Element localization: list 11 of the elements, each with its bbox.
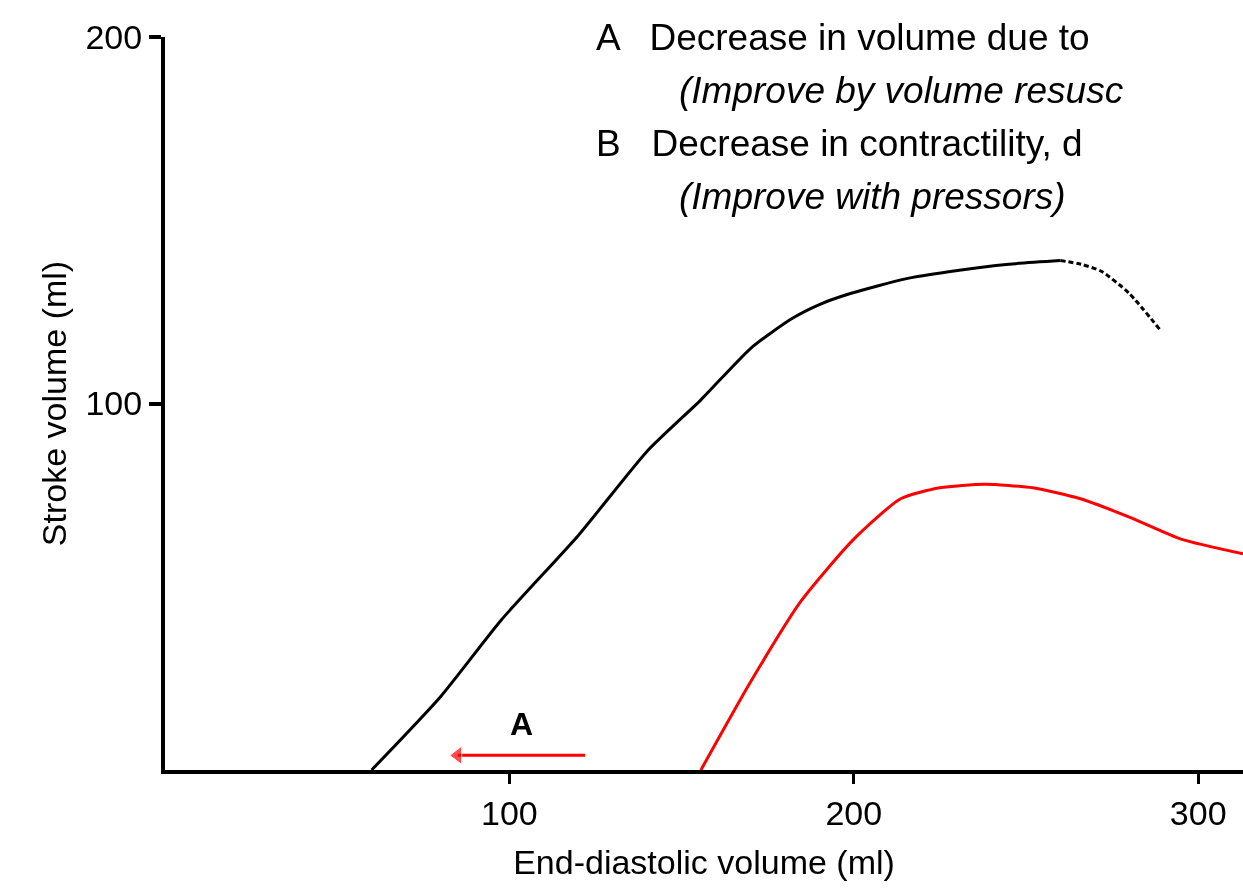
annotation: B Decrease in contractility, d bbox=[596, 123, 1083, 164]
x-tick-label: 200 bbox=[825, 793, 883, 832]
x-tick-label: 300 bbox=[1169, 793, 1227, 832]
x-tick-label: 100 bbox=[481, 793, 538, 832]
annotation: A Decrease in volume due to bbox=[596, 17, 1090, 58]
annotation: (Improve by volume resusc bbox=[679, 70, 1124, 111]
y-axis-title: Stroke volume (ml) bbox=[34, 260, 73, 547]
annotation: (Improve with pressors) bbox=[679, 176, 1066, 217]
line-series bbox=[699, 482, 1243, 770]
x-axis-title: End-diastolic volume (ml) bbox=[513, 842, 895, 881]
annotation: A bbox=[510, 706, 534, 742]
